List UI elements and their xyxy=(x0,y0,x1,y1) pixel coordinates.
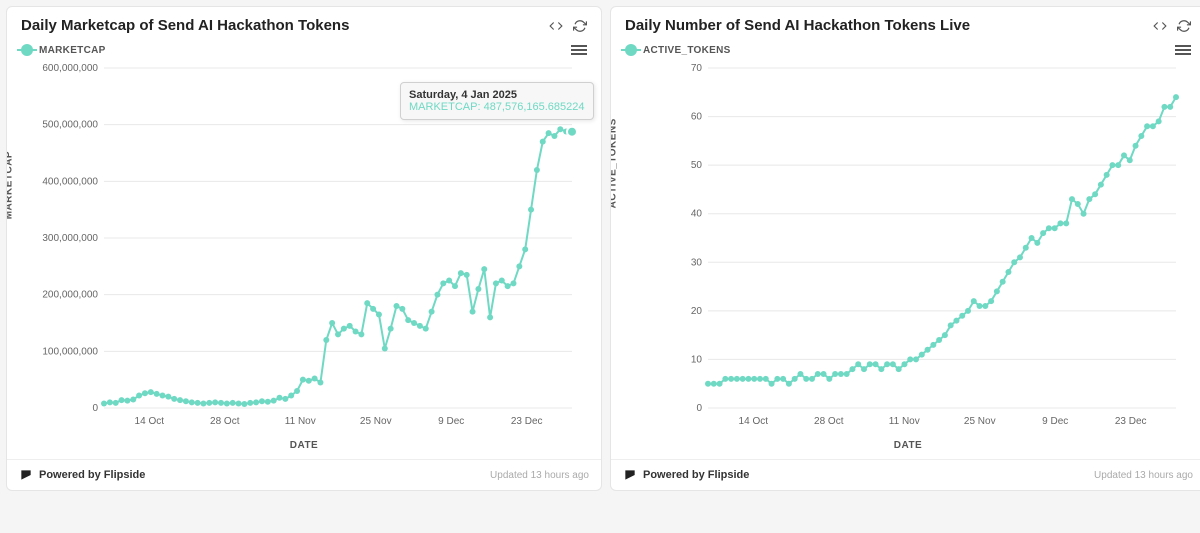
panel-footer: Powered by Flipside Updated 13 hours ago xyxy=(7,459,601,490)
panel-title: Daily Number of Send AI Hackathon Tokens… xyxy=(625,17,970,34)
panel-title: Daily Marketcap of Send AI Hackathon Tok… xyxy=(21,17,349,34)
svg-text:11 Nov: 11 Nov xyxy=(889,416,920,427)
chart-menu-icon[interactable] xyxy=(571,45,587,55)
svg-text:14 Oct: 14 Oct xyxy=(135,416,165,427)
legend-row: ACTIVE_TOKENS xyxy=(611,40,1200,58)
svg-text:14 Oct: 14 Oct xyxy=(739,416,769,427)
flipside-logo-icon xyxy=(623,468,637,482)
panel-active-tokens: Daily Number of Send AI Hackathon Tokens… xyxy=(610,6,1200,491)
panel-header: Daily Marketcap of Send AI Hackathon Tok… xyxy=(7,7,601,40)
panel-marketcap: Daily Marketcap of Send AI Hackathon Tok… xyxy=(6,6,602,491)
legend-label: ACTIVE_TOKENS xyxy=(643,45,731,56)
x-axis-label: DATE xyxy=(611,438,1200,459)
updated-text: Updated 13 hours ago xyxy=(490,470,589,481)
svg-text:100,000,000: 100,000,000 xyxy=(42,346,98,357)
refresh-icon[interactable] xyxy=(573,19,587,33)
chart-svg[interactable]: 0 10 20 30 40 50 60 70 14 Oct 28 Oct 11 Nov 25 Nov 9… xyxy=(619,58,1197,438)
svg-text:28 Oct: 28 Oct xyxy=(814,416,844,427)
svg-text:0: 0 xyxy=(92,403,98,414)
svg-text:50: 50 xyxy=(691,160,703,171)
svg-text:20: 20 xyxy=(691,306,703,317)
svg-text:11 Nov: 11 Nov xyxy=(285,416,316,427)
chart-svg[interactable]: 0 100,000,000 200,000,000 300,000,000 400,00… xyxy=(15,58,593,438)
svg-text:500,000,000: 500,000,000 xyxy=(42,120,98,131)
svg-text:25 Nov: 25 Nov xyxy=(360,416,392,427)
powered-by[interactable]: Powered by Flipside xyxy=(623,468,749,482)
legend-active-tokens[interactable]: ACTIVE_TOKENS xyxy=(625,44,731,56)
y-axis-label: ACTIVE_TOKENS xyxy=(610,118,619,208)
svg-text:25 Nov: 25 Nov xyxy=(964,416,996,427)
code-icon[interactable] xyxy=(1153,19,1167,33)
svg-text:9 Dec: 9 Dec xyxy=(1042,416,1068,427)
panel-actions xyxy=(549,19,587,33)
chart-area-left: MARKETCAP 0 100,000,000 200,000,000 300,000… xyxy=(7,58,601,438)
legend-marker-icon xyxy=(21,44,33,56)
svg-text:300,000,000: 300,000,000 xyxy=(42,233,98,244)
refresh-icon[interactable] xyxy=(1177,19,1191,33)
chart-menu-icon[interactable] xyxy=(1175,45,1191,55)
svg-text:23 Dec: 23 Dec xyxy=(1115,416,1147,427)
svg-text:30: 30 xyxy=(691,257,703,268)
chart-area-right: ACTIVE_TOKENS 0 10 20 30 40 50 60 70 14 Oct 28 Oc… xyxy=(611,58,1200,438)
svg-text:0: 0 xyxy=(696,403,702,414)
svg-text:23 Dec: 23 Dec xyxy=(511,416,543,427)
svg-text:40: 40 xyxy=(691,209,703,220)
svg-text:70: 70 xyxy=(691,63,703,74)
svg-text:9 Dec: 9 Dec xyxy=(438,416,464,427)
svg-text:400,000,000: 400,000,000 xyxy=(42,176,98,187)
powered-by[interactable]: Powered by Flipside xyxy=(19,468,145,482)
updated-text: Updated 13 hours ago xyxy=(1094,470,1193,481)
panel-actions xyxy=(1153,19,1191,33)
flipside-logo-icon xyxy=(19,468,33,482)
y-axis-label: MARKETCAP xyxy=(6,151,15,219)
svg-text:600,000,000: 600,000,000 xyxy=(42,63,98,74)
svg-text:28 Oct: 28 Oct xyxy=(210,416,240,427)
panel-header: Daily Number of Send AI Hackathon Tokens… xyxy=(611,7,1200,40)
legend-marketcap[interactable]: MARKETCAP xyxy=(21,44,106,56)
svg-text:10: 10 xyxy=(691,354,703,365)
legend-marker-icon xyxy=(625,44,637,56)
dashboard: Daily Marketcap of Send AI Hackathon Tok… xyxy=(6,6,1200,491)
svg-text:200,000,000: 200,000,000 xyxy=(42,290,98,301)
panel-footer: Powered by Flipside Updated 13 hours ago xyxy=(611,459,1200,490)
legend-label: MARKETCAP xyxy=(39,45,106,56)
code-icon[interactable] xyxy=(549,19,563,33)
legend-row: MARKETCAP xyxy=(7,40,601,58)
x-axis-label: DATE xyxy=(7,438,601,459)
svg-text:60: 60 xyxy=(691,112,703,123)
